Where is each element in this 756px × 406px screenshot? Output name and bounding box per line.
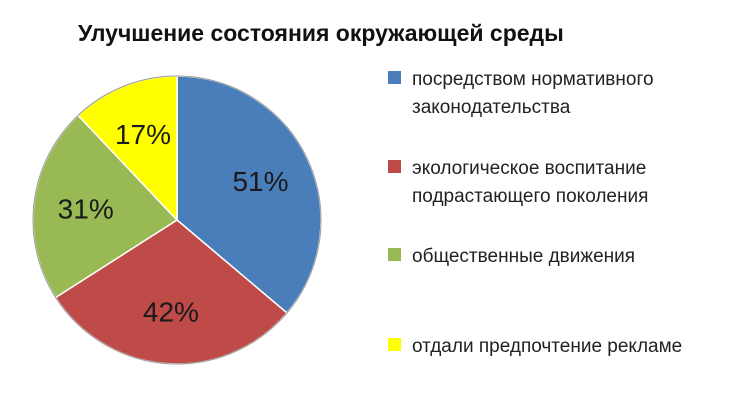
slice-data-label: 17% (115, 119, 171, 150)
chart-title: Улучшение состояния окружающей среды (78, 20, 564, 46)
legend-item: отдали предпочтение рекламе (388, 333, 682, 361)
legend-swatch (388, 338, 401, 351)
legend-item: общественные движения (388, 243, 635, 271)
slice-data-label: 31% (58, 193, 114, 224)
legend-label: отдали предпочтение рекламе (412, 336, 683, 357)
legend-label: посредством нормативного законодательств… (412, 69, 654, 118)
slice-data-label: 51% (232, 166, 288, 197)
legend-swatch (388, 160, 401, 173)
pie-outline (32, 75, 322, 365)
legend-swatch (388, 248, 401, 261)
legend-item: посредством нормативного законодательств… (388, 66, 654, 122)
legend-label: общественные движения (412, 246, 636, 267)
legend-label: экологическое воспитание подрастающего п… (412, 158, 649, 207)
legend-swatch (388, 71, 401, 84)
legend-item: экологическое воспитание подрастающего п… (388, 155, 648, 211)
slice-data-label: 42% (143, 296, 199, 327)
